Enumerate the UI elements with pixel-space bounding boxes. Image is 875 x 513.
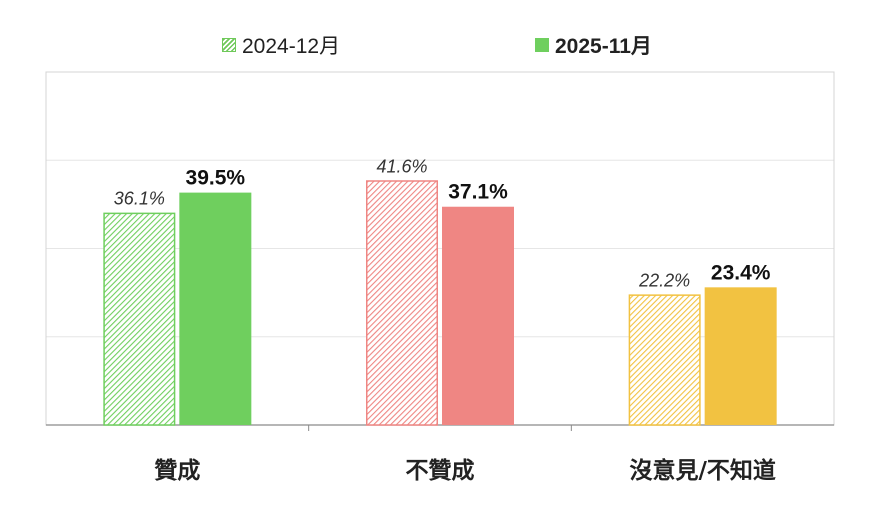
data-label: 37.1% bbox=[448, 181, 508, 204]
data-label: 39.5% bbox=[186, 167, 246, 190]
data-label: 22.2% bbox=[638, 270, 690, 290]
legend-swatch-hatched bbox=[222, 38, 236, 52]
data-label: 41.6% bbox=[376, 156, 427, 176]
x-tick-label: 贊成 bbox=[154, 458, 200, 484]
x-tick-label: 沒意見/不知道 bbox=[629, 457, 775, 484]
data-label: 36.1% bbox=[114, 189, 165, 209]
bar-prev bbox=[628, 294, 701, 426]
legend-item-2024-12: 2024-12月 bbox=[222, 30, 340, 60]
legend-label-prev: 2024-12月 bbox=[242, 35, 341, 58]
legend-swatch-solid bbox=[535, 38, 549, 52]
bar-curr bbox=[179, 192, 252, 425]
x-tick-label: 不贊成 bbox=[406, 458, 475, 484]
bar-curr bbox=[704, 287, 777, 425]
legend-label-curr: 2025-11月 bbox=[555, 35, 652, 58]
bar-curr bbox=[442, 206, 514, 425]
bar-prev bbox=[103, 212, 176, 426]
chart-legend: 2024-12月 2025-11月 bbox=[0, 30, 875, 60]
data-label: 23.4% bbox=[711, 261, 771, 284]
legend-item-2025-11: 2025-11月 bbox=[535, 30, 652, 60]
bar-prev bbox=[366, 180, 438, 426]
